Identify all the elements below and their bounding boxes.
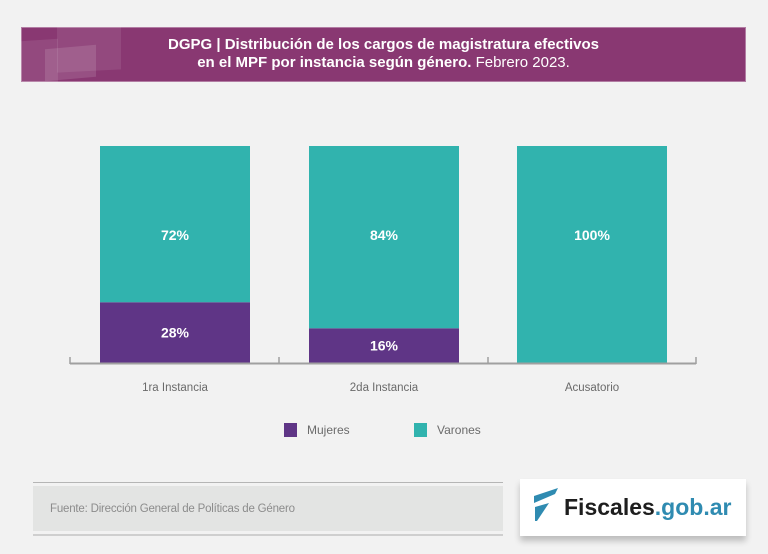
bar-varones-3 (517, 146, 667, 363)
bar-varones-2 (309, 146, 459, 329)
data-label-varones: 84% (370, 227, 399, 243)
chart-title-line1: DGPG | Distribución de los cargos de mag… (168, 36, 599, 53)
logo-name: Fiscales (564, 494, 655, 520)
bar-varones-1 (100, 146, 250, 303)
legend-swatch-varones (414, 423, 427, 437)
source-box: Fuente: Dirección General de Políticas d… (33, 482, 503, 536)
chart-title: DGPG | Distribución de los cargos de mag… (21, 36, 746, 72)
fiscales-logo: Fiscales.gob.ar (520, 479, 746, 536)
legend-item-mujeres: Mujeres (284, 423, 350, 437)
bar-mujeres-2 (309, 328, 459, 363)
x-tick-label: Acusatorio (565, 382, 619, 394)
chart-title-date: Febrero 2023. (475, 54, 570, 71)
x-tick-label: 2da Instancia (350, 382, 419, 394)
legend-label-mujeres: Mujeres (307, 423, 350, 437)
legend-item-varones: Varones (414, 423, 481, 437)
logo-domain: .gob.ar (654, 494, 732, 520)
chart-title-line2: en el MPF por instancia según género. (197, 54, 472, 71)
bar-mujeres-1 (100, 302, 250, 363)
legend-swatch-mujeres (284, 423, 297, 437)
data-label-mujeres: 16% (370, 338, 399, 354)
data-label-varones: 100% (574, 227, 610, 243)
data-label-varones: 72% (161, 227, 190, 243)
chart-legend: Mujeres Varones (0, 423, 768, 439)
fiscales-f-icon (534, 488, 558, 521)
source-text: Fuente: Dirección General de Políticas d… (50, 502, 295, 515)
logo-wordmark: Fiscales.gob.ar (564, 494, 731, 520)
legend-label-varones: Varones (437, 423, 481, 437)
data-label-mujeres: 28% (161, 325, 190, 341)
x-tick-label: 1ra Instancia (142, 382, 208, 394)
title-banner: DGPG | Distribución de los cargos de mag… (21, 27, 746, 82)
